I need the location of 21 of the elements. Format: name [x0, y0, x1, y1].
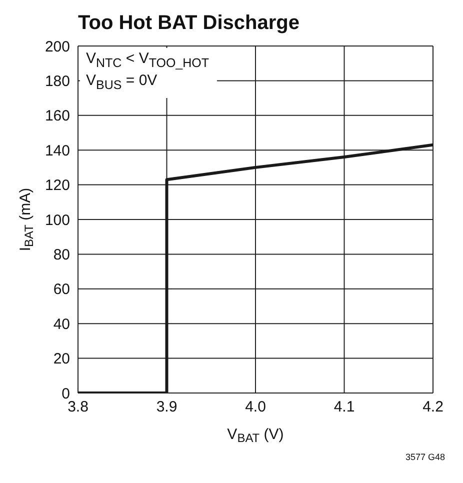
- y-tick-label: 0: [62, 385, 70, 402]
- x-axis-title: V$_{BAT}$ (V): [227, 426, 284, 445]
- y-tick-label: 80: [53, 246, 70, 264]
- y-tick-label: 160: [44, 108, 70, 125]
- annotation: V$_{NTC}$ < V$_{TOO_HOT}$: [86, 50, 210, 70]
- x-tick-label: 3.8: [68, 398, 88, 416]
- y-tick-label: 20: [53, 350, 70, 368]
- y-tick-label: 120: [44, 177, 70, 194]
- x-tick-label: 4.1: [334, 398, 355, 416]
- chart-title: Too Hot BAT Discharge: [78, 12, 300, 34]
- text: 3577 G48: [405, 452, 445, 462]
- y-tick-label: 180: [44, 73, 70, 90]
- x-tick-label: 4.2: [422, 398, 444, 416]
- x-tick-label: 4.0: [245, 398, 266, 416]
- y-tick-label: 140: [44, 142, 70, 160]
- annotation: V$_{BUS}$ = 0V: [86, 72, 158, 92]
- y-tick-label: 40: [53, 316, 70, 333]
- y-tick-label: 200: [44, 38, 70, 56]
- x-tick-label: 3.9: [156, 398, 178, 416]
- y-tick-label: 60: [53, 281, 70, 298]
- y-tick-label: 100: [44, 212, 70, 229]
